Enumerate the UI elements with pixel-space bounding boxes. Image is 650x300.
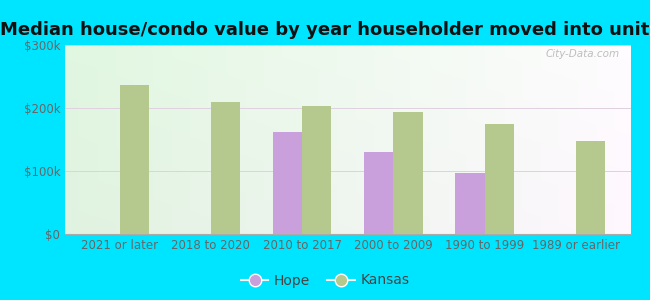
Text: City-Data.com: City-Data.com bbox=[545, 49, 619, 59]
Bar bbox=[364, 152, 393, 234]
Bar bbox=[211, 102, 240, 234]
Bar bbox=[484, 124, 514, 234]
Bar bbox=[576, 141, 605, 234]
Bar bbox=[393, 112, 422, 234]
Bar bbox=[456, 173, 484, 234]
Bar bbox=[273, 132, 302, 234]
Bar bbox=[120, 85, 149, 234]
Bar bbox=[302, 106, 332, 234]
Legend: Hope, Kansas: Hope, Kansas bbox=[235, 268, 415, 293]
Text: Median house/condo value by year householder moved into unit: Median house/condo value by year househo… bbox=[0, 21, 650, 39]
